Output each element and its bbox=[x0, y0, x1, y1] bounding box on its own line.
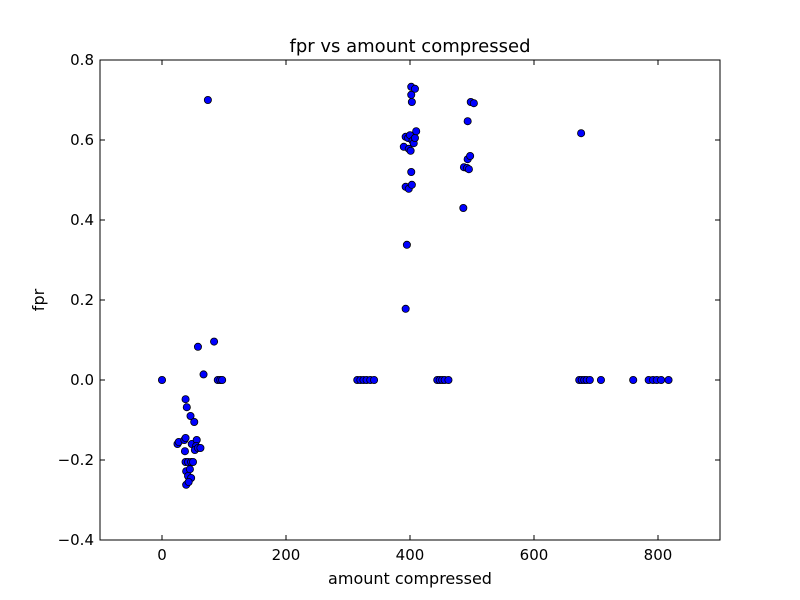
data-point bbox=[407, 98, 416, 107]
y-tick-label: −0.2 bbox=[58, 451, 94, 469]
data-point bbox=[401, 304, 410, 313]
data-point bbox=[577, 129, 586, 138]
data-point bbox=[203, 96, 212, 105]
y-tick-label: 0.2 bbox=[70, 291, 94, 309]
y-tick-label: 0.4 bbox=[70, 211, 94, 229]
data-point bbox=[196, 443, 205, 452]
data-point bbox=[410, 133, 419, 142]
x-axis-label: amount compressed bbox=[328, 569, 492, 588]
y-tick-label: 0.0 bbox=[70, 371, 94, 389]
data-point bbox=[596, 375, 605, 384]
x-tick-label: 200 bbox=[272, 546, 301, 564]
data-point bbox=[657, 375, 666, 384]
data-point bbox=[629, 375, 638, 384]
data-point bbox=[182, 403, 191, 412]
x-tick-label: 0 bbox=[157, 546, 167, 564]
data-point bbox=[664, 375, 673, 384]
data-point bbox=[218, 375, 227, 384]
data-point bbox=[186, 411, 195, 420]
data-point bbox=[406, 146, 415, 155]
chart-title: fpr vs amount compressed bbox=[289, 36, 530, 57]
data-point bbox=[463, 117, 472, 126]
data-point bbox=[193, 342, 202, 351]
data-point bbox=[464, 165, 473, 174]
data-point bbox=[402, 240, 411, 249]
data-point bbox=[181, 395, 190, 404]
y-tick-label: −0.4 bbox=[58, 531, 94, 549]
data-point bbox=[407, 180, 416, 189]
data-point bbox=[181, 433, 190, 442]
x-tick-label: 600 bbox=[520, 546, 549, 564]
x-axis: 0 200 400 600 800 bbox=[157, 60, 672, 564]
data-point bbox=[199, 370, 208, 379]
data-point bbox=[410, 84, 419, 93]
x-tick-label: 800 bbox=[644, 546, 673, 564]
data-point bbox=[444, 375, 453, 384]
data-point bbox=[180, 447, 189, 456]
data-point bbox=[407, 167, 416, 176]
data-point bbox=[210, 337, 219, 346]
data-point bbox=[184, 477, 193, 486]
y-axis: −0.4 −0.2 0.0 0.2 0.4 0.6 0.8 bbox=[58, 51, 720, 549]
points-layer bbox=[157, 82, 673, 489]
y-tick-label: 0.8 bbox=[70, 51, 94, 69]
x-tick-label: 400 bbox=[396, 546, 425, 564]
data-point bbox=[585, 375, 594, 384]
data-point bbox=[412, 127, 421, 136]
data-point bbox=[466, 151, 475, 160]
data-point bbox=[459, 203, 468, 212]
y-axis-label: fpr bbox=[29, 288, 48, 311]
data-point bbox=[370, 375, 379, 384]
data-point bbox=[469, 99, 478, 108]
data-point bbox=[407, 90, 416, 99]
y-tick-label: 0.6 bbox=[70, 131, 94, 149]
data-point bbox=[188, 457, 197, 466]
data-point bbox=[185, 465, 194, 474]
data-point bbox=[157, 375, 166, 384]
data-point bbox=[190, 417, 199, 426]
